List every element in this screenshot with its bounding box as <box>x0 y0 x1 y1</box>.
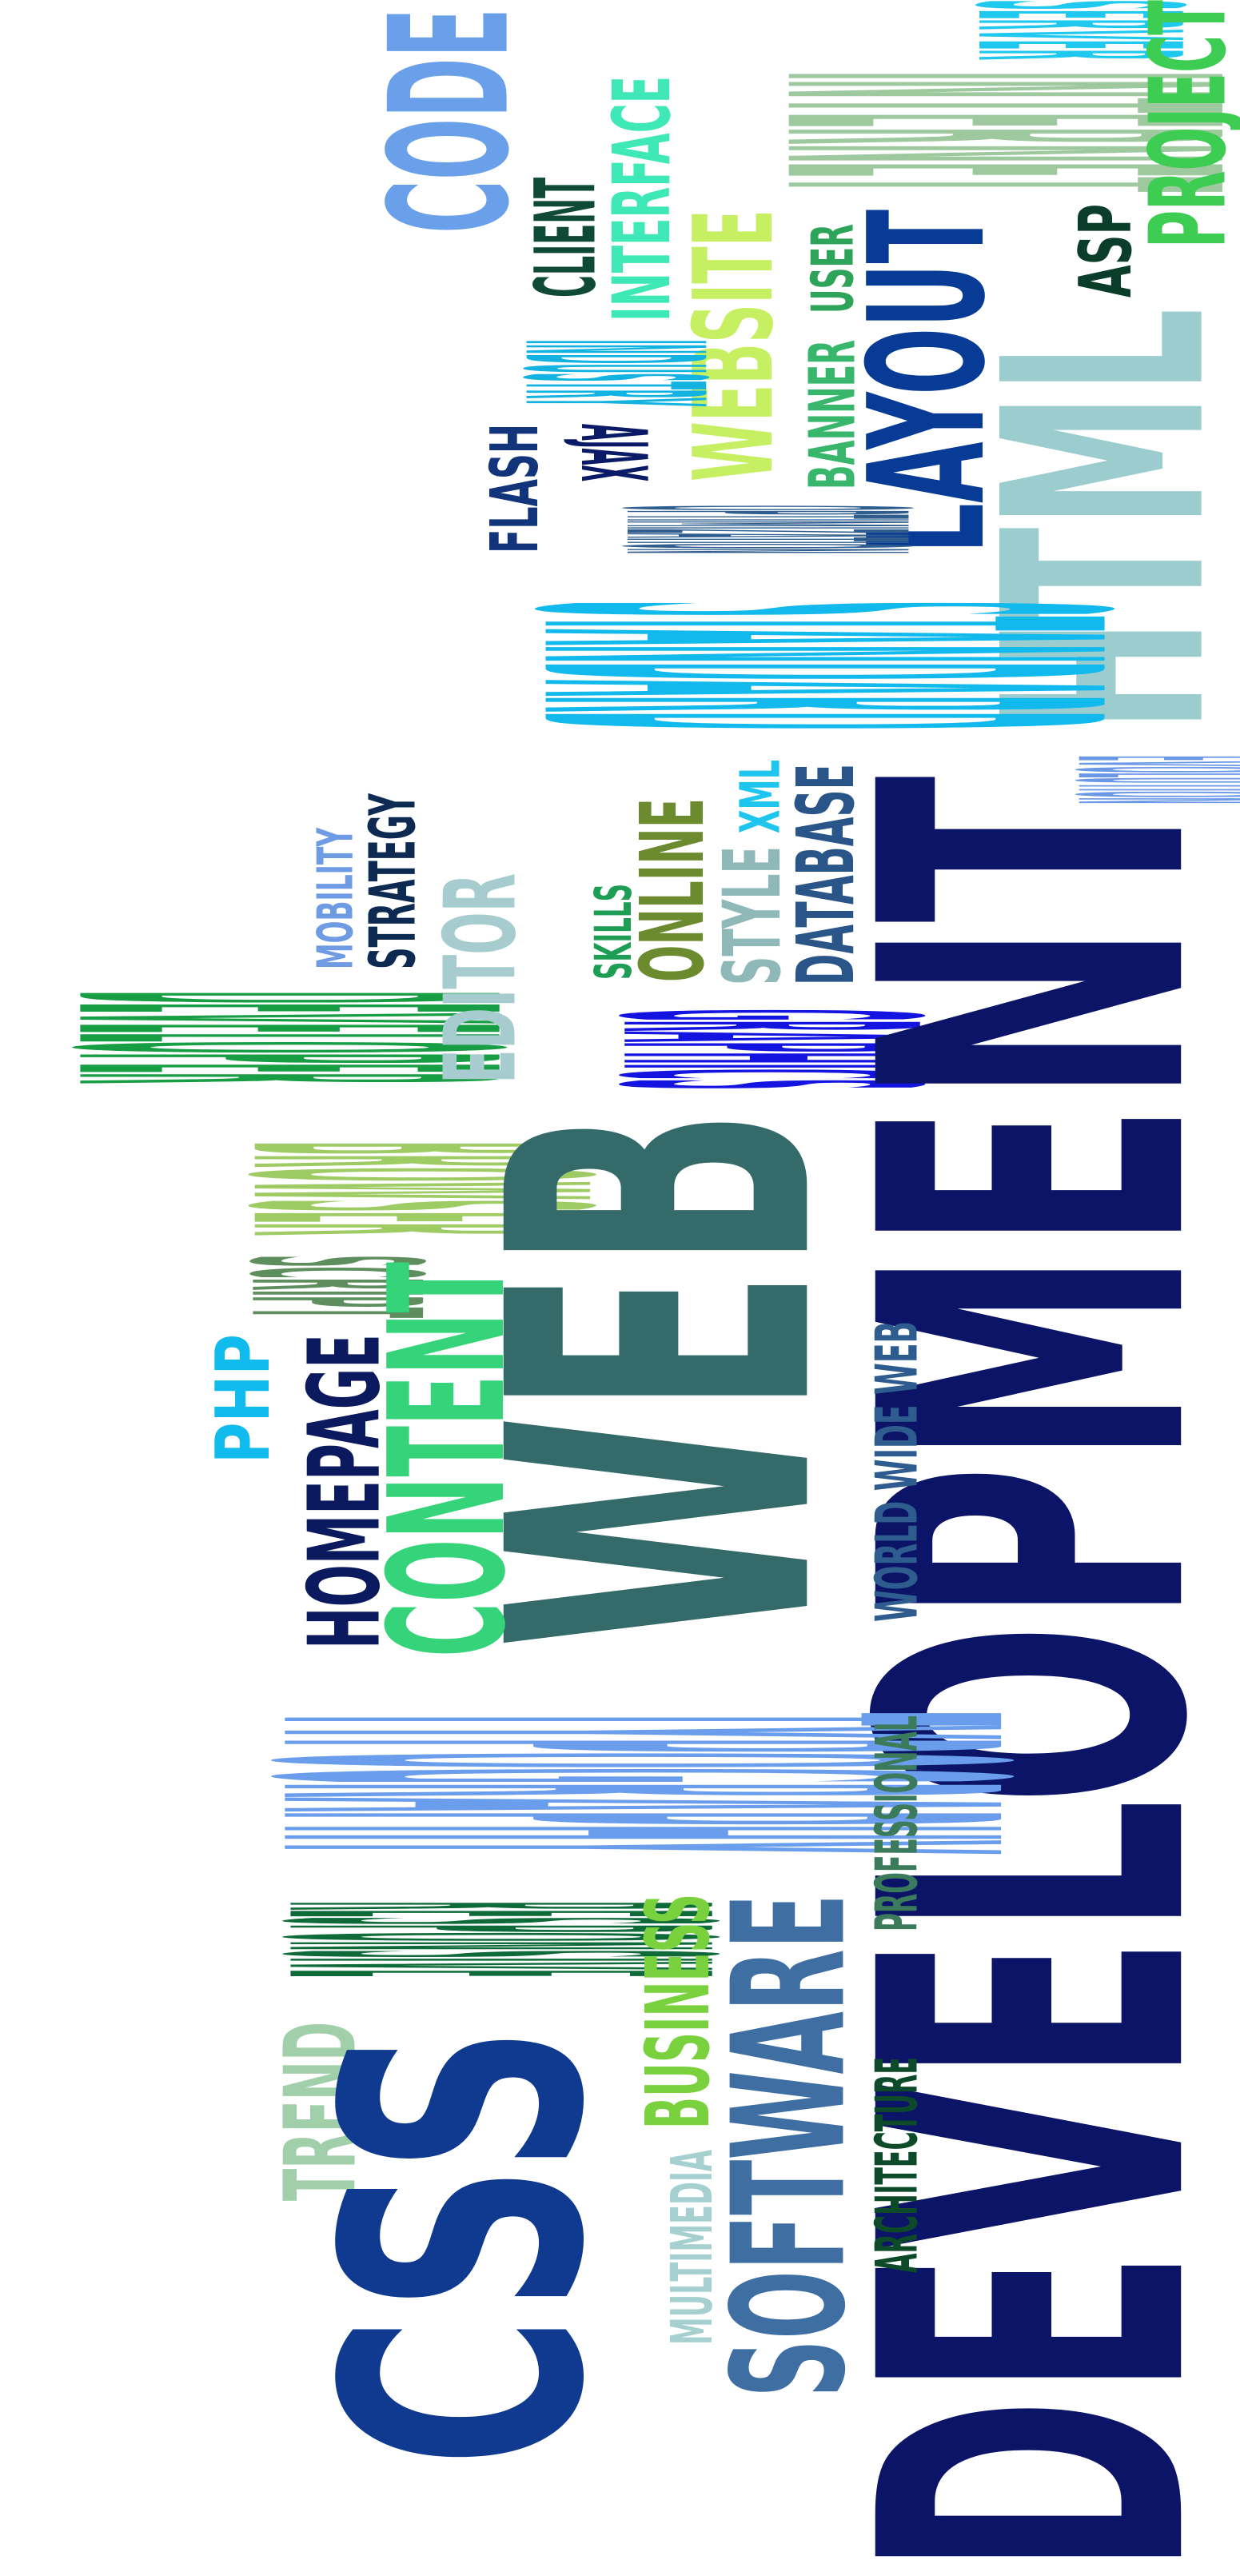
word-industry: INDUSTRY <box>468 340 756 407</box>
word-world-wide-web: WORLD WIDE WEB <box>863 1321 931 1622</box>
word-development: DEVELOPMENT <box>791 776 1240 2576</box>
word-optimization: OPTIMIZATION <box>536 505 986 553</box>
word-client: CLIENT <box>516 177 615 298</box>
word-strategy: STRATEGY <box>355 793 430 969</box>
word-software: SOFTWARE <box>698 1894 880 2398</box>
word-standard: STANDARD <box>364 601 1240 729</box>
word-multimedia: MULTIMEDIA <box>658 2150 725 2345</box>
word-project: PROJECT <box>1127 0 1240 249</box>
word-ajax: AJAX <box>560 424 667 481</box>
word-editor: EDITOR <box>424 873 539 1084</box>
word-typography: TYPOGRAPHY <box>53 1713 1198 1855</box>
word-code: CODE <box>354 8 546 234</box>
word-css: CSS <box>274 2024 657 2467</box>
word-architecture: ARCHITECTURE <box>863 2057 931 2273</box>
word-banner: BANNER <box>795 340 870 489</box>
word-asp: ASP <box>1063 204 1148 298</box>
word-content: CONTENT <box>355 1261 541 1657</box>
word-online: ONLINE <box>621 798 724 982</box>
word-mobility: MOBILITY <box>306 828 365 969</box>
word-php: PHP <box>200 1334 287 1464</box>
